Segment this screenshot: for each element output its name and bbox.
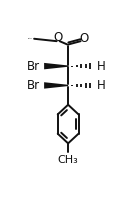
Text: Br: Br (26, 79, 40, 92)
Text: methyl: methyl (28, 38, 33, 39)
Text: O: O (79, 32, 88, 45)
Text: CH₃: CH₃ (58, 155, 78, 165)
Polygon shape (44, 82, 68, 89)
Text: H: H (97, 60, 105, 73)
Text: methyl: methyl (28, 37, 33, 38)
Text: Br: Br (26, 60, 40, 73)
Text: O: O (54, 31, 63, 45)
Polygon shape (44, 63, 68, 69)
Text: H: H (97, 79, 105, 92)
